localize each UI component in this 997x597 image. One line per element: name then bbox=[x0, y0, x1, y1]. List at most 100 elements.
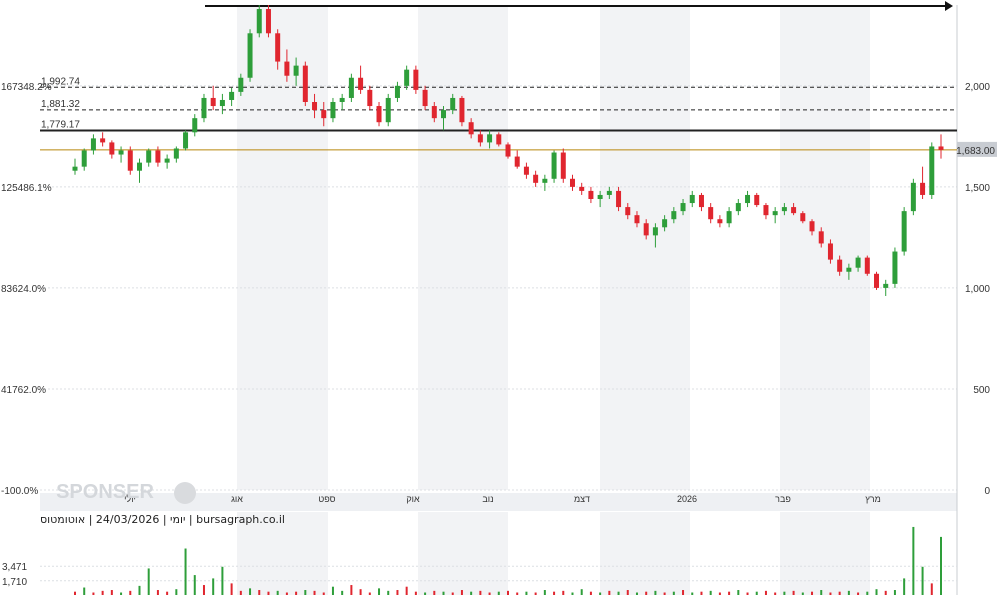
volume-bar bbox=[866, 591, 869, 595]
source-caption: יומי | 24/03/2026 | אוטומטוס | bursagrap… bbox=[40, 513, 285, 526]
volume-bar bbox=[663, 592, 666, 595]
volume-bar bbox=[313, 590, 316, 595]
volume-bar bbox=[138, 585, 141, 595]
candle-body bbox=[652, 227, 658, 236]
price-level-label: 1,992.74 bbox=[41, 76, 80, 87]
candle-body bbox=[431, 106, 437, 119]
volume-bar bbox=[516, 592, 519, 595]
volume-bar bbox=[92, 592, 95, 595]
candle-body bbox=[394, 85, 400, 98]
candle-body bbox=[505, 144, 511, 157]
x-tick-label: אוק bbox=[406, 494, 420, 504]
candle-body bbox=[616, 190, 622, 208]
candle-body bbox=[229, 91, 235, 100]
volume-bar bbox=[893, 590, 896, 595]
watermark: SPONSER bbox=[56, 481, 196, 504]
candle-body bbox=[818, 231, 824, 244]
volume-bar bbox=[451, 592, 454, 595]
volume-bar bbox=[700, 591, 703, 595]
candle-body bbox=[81, 150, 87, 167]
volume-bar bbox=[267, 591, 270, 595]
candle-body bbox=[155, 150, 161, 163]
volume-bar bbox=[783, 591, 786, 595]
volume-bar bbox=[156, 590, 159, 595]
candle-body bbox=[827, 243, 833, 260]
candle-body bbox=[284, 61, 290, 76]
candles bbox=[72, 5, 944, 296]
x-tick-label: יולי bbox=[124, 494, 136, 504]
candle-body bbox=[754, 194, 760, 206]
volume-bar bbox=[405, 586, 408, 595]
candle-body bbox=[385, 97, 391, 123]
y-tick-left: 125486.1% bbox=[1, 183, 52, 194]
volume-bar bbox=[295, 591, 298, 595]
candle-body bbox=[256, 9, 262, 34]
volume-bar bbox=[746, 592, 749, 595]
y-tick-left: 167348.2% bbox=[1, 82, 52, 93]
y-tick-left: 83624.0% bbox=[1, 284, 46, 295]
candle-body bbox=[892, 251, 898, 284]
last-price-label: 1,683.00 bbox=[956, 146, 995, 157]
volume-bar bbox=[101, 590, 104, 595]
volume-bar bbox=[331, 586, 334, 595]
volume-bar bbox=[838, 591, 841, 595]
volume-bar bbox=[525, 591, 528, 595]
volume-bar bbox=[193, 575, 196, 595]
y-tick-right: 2,000 bbox=[965, 82, 990, 93]
volume-bar bbox=[764, 590, 767, 595]
candle-body bbox=[146, 150, 152, 163]
volume-bar bbox=[820, 590, 823, 595]
candle-body bbox=[441, 110, 447, 119]
volume-bar bbox=[378, 588, 381, 595]
volume-bar bbox=[811, 591, 814, 595]
volume-bar bbox=[857, 592, 860, 595]
volume-bar bbox=[258, 590, 261, 595]
candle-body bbox=[625, 207, 631, 216]
candle-body bbox=[487, 134, 493, 143]
candle-body bbox=[791, 207, 797, 214]
candle-body bbox=[173, 148, 179, 159]
volume-bar bbox=[488, 592, 491, 595]
month-band bbox=[600, 5, 690, 490]
volume-bar bbox=[737, 590, 740, 595]
x-tick-label: נוב bbox=[482, 494, 493, 504]
candle-body bbox=[533, 174, 539, 183]
candle-body bbox=[671, 211, 677, 220]
volume-bar bbox=[709, 590, 712, 595]
month-band-volume bbox=[780, 512, 870, 595]
volume-tick: 1,710 bbox=[2, 577, 27, 588]
volume-bar bbox=[304, 590, 307, 595]
candle-body bbox=[109, 142, 115, 155]
candle-body bbox=[136, 162, 142, 171]
candle-body bbox=[238, 77, 244, 92]
volume-bar bbox=[930, 583, 933, 595]
volume-bar bbox=[221, 566, 224, 595]
candle-body bbox=[542, 178, 548, 183]
candle-body bbox=[938, 146, 944, 150]
candle-body bbox=[763, 205, 769, 216]
candle-body bbox=[800, 213, 806, 222]
volume-bar bbox=[691, 592, 694, 595]
volume-bar bbox=[497, 591, 500, 595]
month-band-volume bbox=[418, 512, 508, 595]
watermark-text: SPONSER bbox=[56, 481, 154, 503]
candle-body bbox=[265, 9, 271, 34]
candle-body bbox=[735, 203, 741, 212]
y-tick-right: 500 bbox=[973, 385, 990, 396]
candle-body bbox=[422, 89, 428, 107]
candle-body bbox=[201, 97, 207, 119]
candle-body bbox=[450, 97, 456, 111]
candle-body bbox=[643, 223, 649, 236]
candle-body bbox=[597, 194, 603, 199]
volume-bar bbox=[626, 590, 629, 595]
volume-bar bbox=[682, 590, 685, 595]
volume-bar bbox=[507, 590, 509, 595]
candle-body bbox=[496, 134, 502, 145]
volume-bar bbox=[212, 578, 215, 595]
volume-bar bbox=[562, 590, 565, 595]
month-band bbox=[780, 5, 870, 490]
candle-body bbox=[477, 134, 483, 143]
candle-body bbox=[192, 118, 198, 133]
volume-bar bbox=[276, 590, 279, 595]
